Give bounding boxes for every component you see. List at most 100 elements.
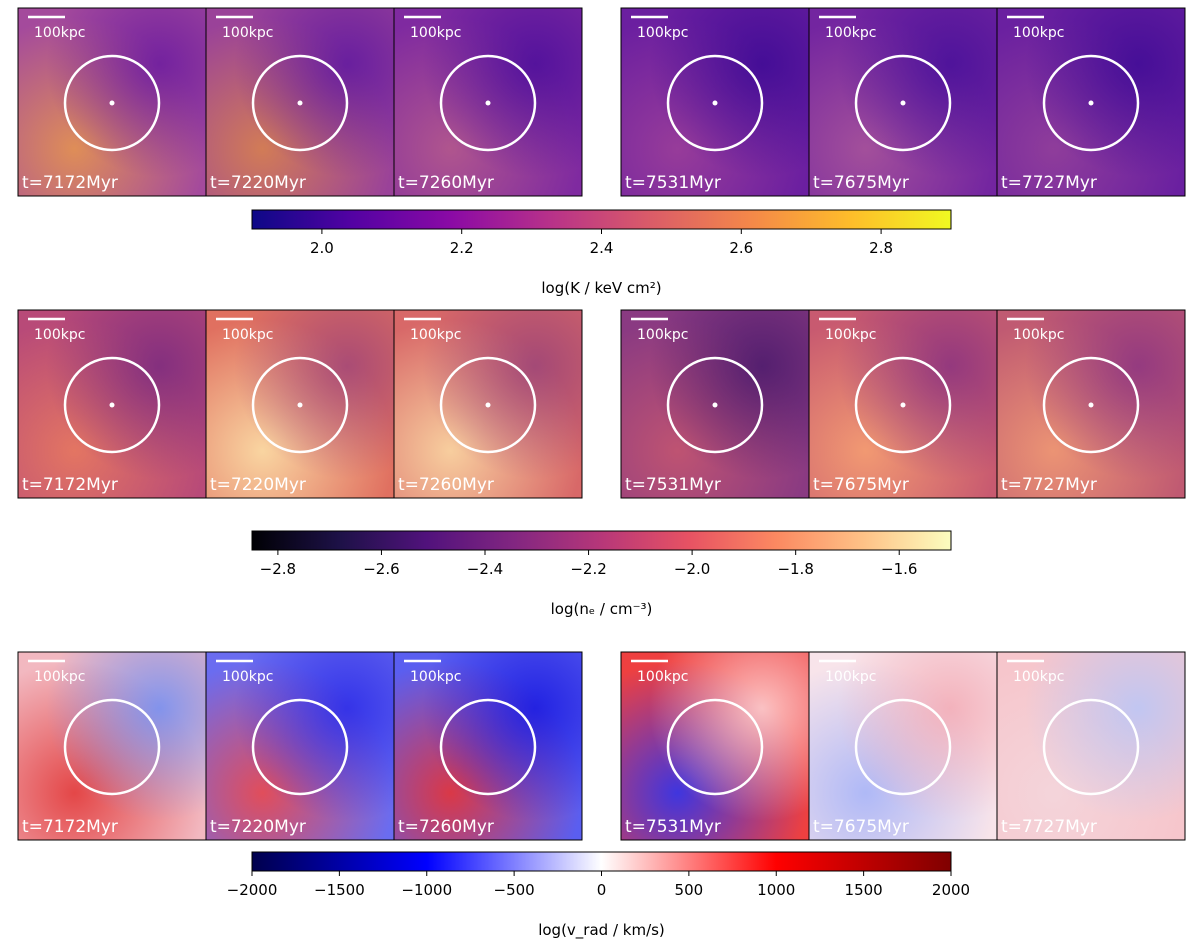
radius-circle [251,356,349,454]
scale-bar-label: 100kpc [410,669,461,685]
radius-circle [439,356,537,454]
panel-row-radial_velocity: 100kpc t=7172Myr 100kpc t=7220Myr 100kpc t=72… [17,651,1186,841]
center-marker [109,100,115,106]
panel-electron_density-1: 100kpc t=7172Myr [18,310,206,498]
time-label: t=7260Myr [398,173,494,193]
panel-structure [809,652,997,840]
time-label: t=7675Myr [813,173,909,193]
colorbar-tick-label: −2.8 [260,560,296,578]
radius-circle [439,54,537,152]
panel-entropy-2: 100kpc t=7220Myr [206,8,394,196]
time-label: t=7531Myr [625,475,721,495]
radius-circle [251,54,349,152]
panel-group-right: 100kpc t=7531Myr 100kpc t=7675Myr 100kpc t=77… [620,309,1186,499]
time-label: t=7260Myr [398,475,494,495]
radius-circle [854,698,952,796]
time-label: t=7531Myr [625,817,721,837]
panel-row-entropy: 100kpc t=7172Myr 100kpc t=7220Myr 100kpc t=72… [17,7,1186,197]
radius-circle [439,698,537,796]
panel-radial_velocity-2: 100kpc t=7220Myr [206,652,394,840]
panel-electron_density-2: 100kpc t=7220Myr [206,310,394,498]
panel-group-left: 100kpc t=7172Myr 100kpc t=7220Myr 100kpc t=72… [17,7,583,197]
colorbar-electron_density: −2.8 −2.6 −2.4 −2.2 −2.0 −1.8 −1.6 log(nₑ / cm⁻… [251,530,952,618]
panel-entropy-1: 100kpc t=7172Myr [18,8,206,196]
panel-frame [996,651,1186,841]
colorbars: 2.0 2.2 2.4 2.6 2.8 log(K / keV cm²) −2.8 −2.6 −… [227,209,970,940]
scale-bar-label: 100kpc [825,25,876,41]
scale-bar-label: 100kpc [637,669,688,685]
panel-structure [394,652,582,840]
scale-bar-label: 100kpc [34,669,85,685]
panel-structure [206,652,394,840]
time-label: t=7675Myr [813,475,909,495]
scale-bar-label: 100kpc [637,25,688,41]
panel-radial_velocity-4: 100kpc t=7531Myr [621,652,809,840]
scale-bar-label: 100kpc [825,669,876,685]
panel-row-electron_density: 100kpc t=7172Myr 100kpc t=7220Myr 100kpc t=72… [17,309,1186,499]
center-marker [485,402,491,408]
time-label: t=7727Myr [1001,817,1097,837]
panel-structure [18,652,206,840]
colorbar-tick-label: 2000 [932,881,970,899]
colorbar-radial_velocity: −2000 −1500 −1000 −500 0 500 1000 1500 2000 log(v… [227,851,970,940]
panel-entropy-4: 100kpc t=7531Myr [621,8,809,196]
colorbar-gradient [251,851,952,872]
panel-frame [996,309,1186,499]
panel-frame [393,309,583,499]
colorbar-tick-label: 0 [597,881,607,899]
radius-circle [251,698,349,796]
panel-radial_velocity-6: 100kpc t=7727Myr [997,652,1185,840]
scale-bar-label: 100kpc [410,25,461,41]
time-label: t=7260Myr [398,817,494,837]
radius-circle [63,54,161,152]
center-marker [485,100,491,106]
panel-radial_velocity-5: 100kpc t=7675Myr [809,652,997,840]
center-marker [712,402,718,408]
colorbar-gradient [251,209,952,230]
center-marker [109,402,115,408]
colorbar-tick-label: 2.8 [869,239,893,257]
time-label: t=7675Myr [813,817,909,837]
time-label: t=7172Myr [22,173,118,193]
scale-bar-label: 100kpc [34,25,85,41]
center-marker [900,402,906,408]
radius-circle [63,356,161,454]
colorbar-label: log(v_rad / km/s) [538,921,665,940]
panel-electron_density-4: 100kpc t=7531Myr [621,310,809,498]
scale-bar-label: 100kpc [222,327,273,343]
colorbar-entropy: 2.0 2.2 2.4 2.6 2.8 log(K / keV cm²) [251,209,952,297]
panel-frame [996,7,1186,197]
time-label: t=7727Myr [1001,173,1097,193]
colorbar-tick-label: 2.4 [590,239,614,257]
colorbar-tick-label: −2.6 [363,560,399,578]
colorbar-tick-label: 2.2 [450,239,474,257]
panel-entropy-3: 100kpc t=7260Myr [394,8,582,196]
center-marker [712,100,718,106]
colorbar-label: log(K / keV cm²) [541,279,661,297]
colorbar-tick-label: 2.0 [310,239,334,257]
time-label: t=7172Myr [22,817,118,837]
panel-entropy-6: 100kpc t=7727Myr [997,8,1185,196]
panel-group-right: 100kpc t=7531Myr 100kpc t=7675Myr 100kpc t=77… [620,651,1186,841]
panel-group-left: 100kpc t=7172Myr 100kpc t=7220Myr 100kpc t=72… [17,309,583,499]
colorbar-tick-label: 1500 [845,881,883,899]
time-label: t=7727Myr [1001,475,1097,495]
radius-circle [666,54,764,152]
time-label: t=7172Myr [22,475,118,495]
panel-electron_density-3: 100kpc t=7260Myr [394,310,582,498]
panel-electron_density-6: 100kpc t=7727Myr [997,310,1185,498]
scale-bar-label: 100kpc [410,327,461,343]
colorbar-tick-label: 2.6 [729,239,753,257]
radius-circle [1042,356,1140,454]
radius-circle [1042,54,1140,152]
panel-group-right: 100kpc t=7531Myr 100kpc t=7675Myr 100kpc t=77… [620,7,1186,197]
panel-radial_velocity-1: 100kpc t=7172Myr [18,652,206,840]
colorbar-tick-label: −1500 [314,881,365,899]
scale-bar-label: 100kpc [637,327,688,343]
colorbar-gradient [251,530,952,551]
panel-grid: 100kpc t=7172Myr 100kpc t=7220Myr 100kpc t=72… [17,7,1186,841]
scale-bar-label: 100kpc [1013,669,1064,685]
colorbar-tick-label: −2.2 [570,560,606,578]
panel-radial_velocity-3: 100kpc t=7260Myr [394,652,582,840]
